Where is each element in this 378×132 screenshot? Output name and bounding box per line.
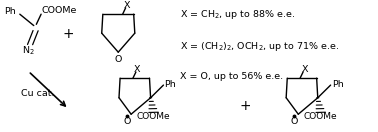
Text: +: + xyxy=(239,99,251,113)
Text: N$_2$: N$_2$ xyxy=(22,45,35,57)
Text: O: O xyxy=(115,55,122,64)
Text: X: X xyxy=(124,1,130,10)
Text: O: O xyxy=(290,117,297,126)
Text: Ph: Ph xyxy=(164,80,176,89)
Text: X = O, up to 56% e.e.: X = O, up to 56% e.e. xyxy=(180,72,283,81)
Text: COOMe: COOMe xyxy=(42,6,77,15)
Text: +: + xyxy=(63,27,74,41)
Text: COOMe: COOMe xyxy=(304,112,338,121)
Text: COOMe: COOMe xyxy=(137,112,170,121)
Text: X = (CH$_2$)$_2$, OCH$_2$, up to 71% e.e.: X = (CH$_2$)$_2$, OCH$_2$, up to 71% e.e… xyxy=(180,40,339,53)
Text: Cu cat.: Cu cat. xyxy=(21,89,54,98)
Text: X = CH$_2$, up to 88% e.e.: X = CH$_2$, up to 88% e.e. xyxy=(180,8,295,22)
Text: Ph: Ph xyxy=(5,7,16,16)
Text: O: O xyxy=(123,117,130,126)
Text: X: X xyxy=(134,65,141,74)
Text: Ph: Ph xyxy=(332,80,344,89)
Text: X: X xyxy=(301,65,308,74)
